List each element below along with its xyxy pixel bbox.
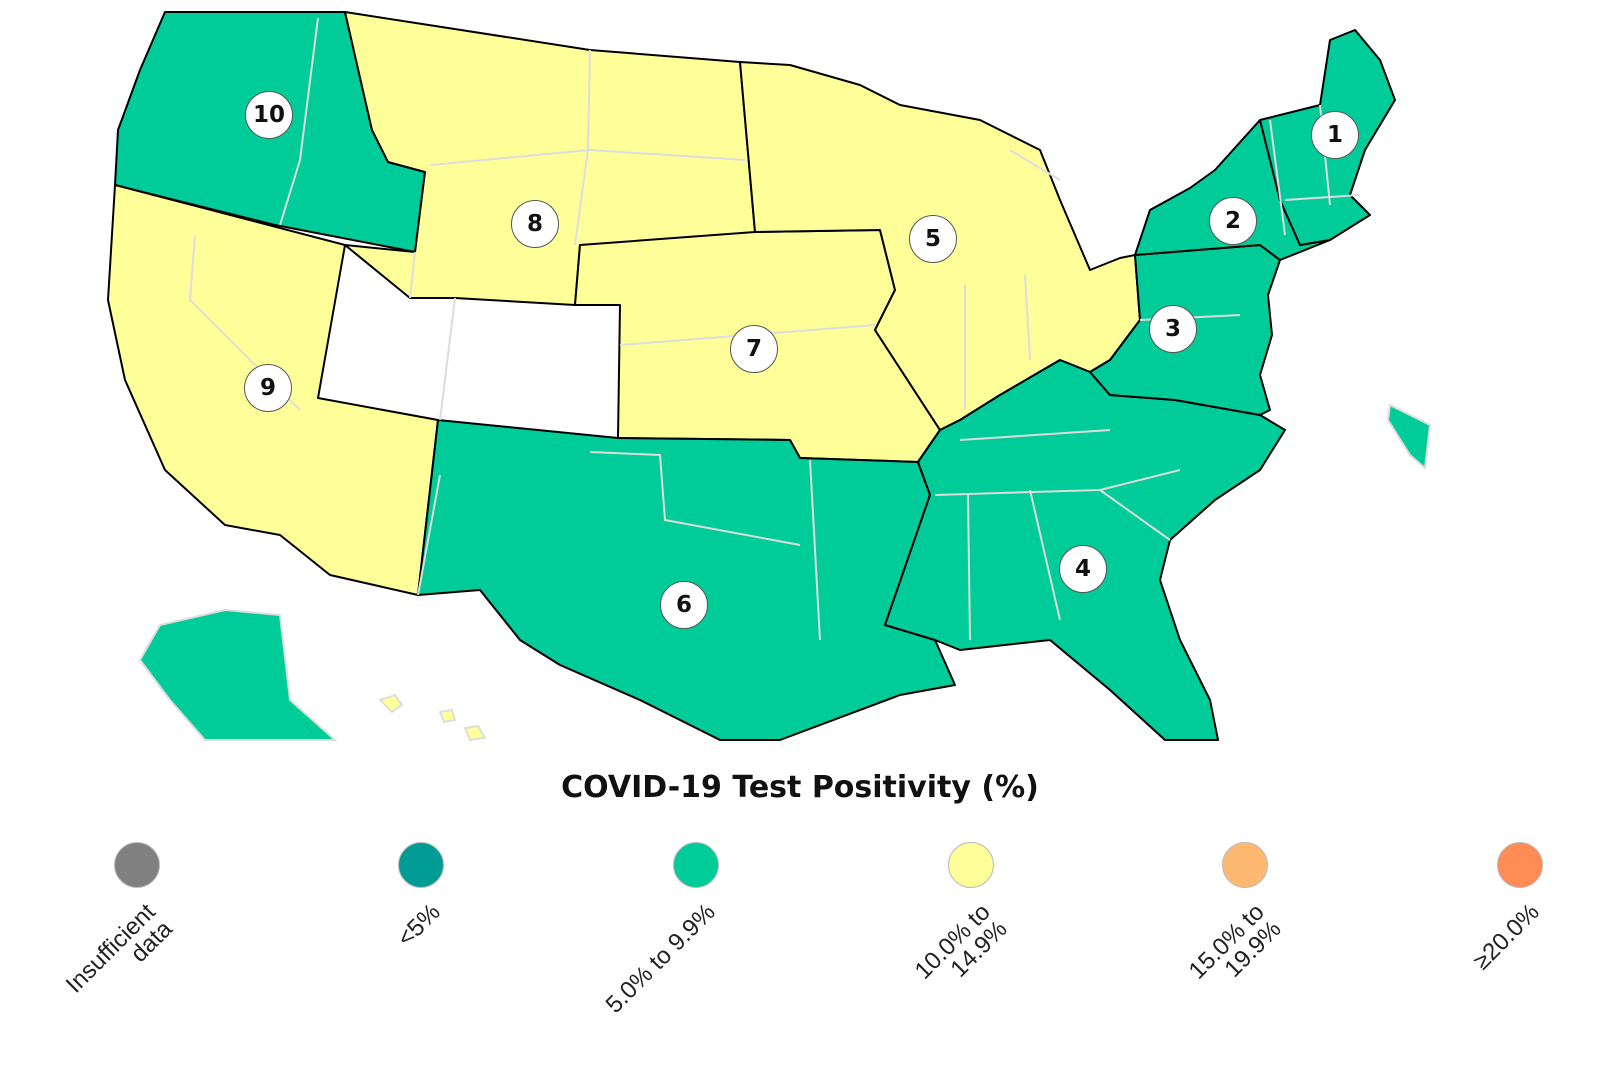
legend-label-10-14: 10.0% to 14.9% bbox=[909, 898, 1013, 985]
region-marker-6: 6 bbox=[660, 581, 708, 629]
legend-swatch-10-14 bbox=[948, 842, 994, 888]
state-borders bbox=[188, 17, 1361, 641]
region-marker-8: 8 bbox=[511, 200, 559, 248]
region-marker-9: 9 bbox=[244, 364, 292, 412]
region-6-shape bbox=[417, 419, 956, 741]
legend-label-15-19: 15.0% to 19.9% bbox=[1183, 898, 1287, 985]
region-marker-7: 7 bbox=[730, 325, 778, 373]
legend-label-insufficient: Insufficient data bbox=[60, 898, 178, 999]
legend-swatch-insufficient bbox=[114, 842, 160, 888]
legend-title: COVID-19 Test Positivity (%) bbox=[561, 770, 1039, 805]
legend-label-lt5: <5% bbox=[392, 898, 446, 953]
alaska-shape bbox=[138, 608, 338, 741]
legend-swatch-5-9 bbox=[673, 842, 719, 888]
legend-label-ge20: ≥20.0% bbox=[1468, 898, 1545, 976]
legend-swatch-lt5 bbox=[398, 842, 444, 888]
legend-swatch-ge20 bbox=[1497, 842, 1543, 888]
legend-swatch-15-19 bbox=[1222, 842, 1268, 888]
region-marker-10: 10 bbox=[245, 91, 293, 139]
region-marker-2: 2 bbox=[1209, 197, 1257, 245]
region-marker-5: 5 bbox=[909, 215, 957, 263]
region-map bbox=[107, 11, 1432, 742]
legend-label-5-9: 5.0% to 9.9% bbox=[600, 898, 721, 1019]
region-marker-4: 4 bbox=[1059, 545, 1107, 593]
puerto-rico-shape bbox=[1386, 403, 1432, 470]
region-marker-3: 3 bbox=[1149, 305, 1197, 353]
hawaii-shape bbox=[378, 693, 487, 742]
region-marker-1: 1 bbox=[1311, 111, 1359, 159]
